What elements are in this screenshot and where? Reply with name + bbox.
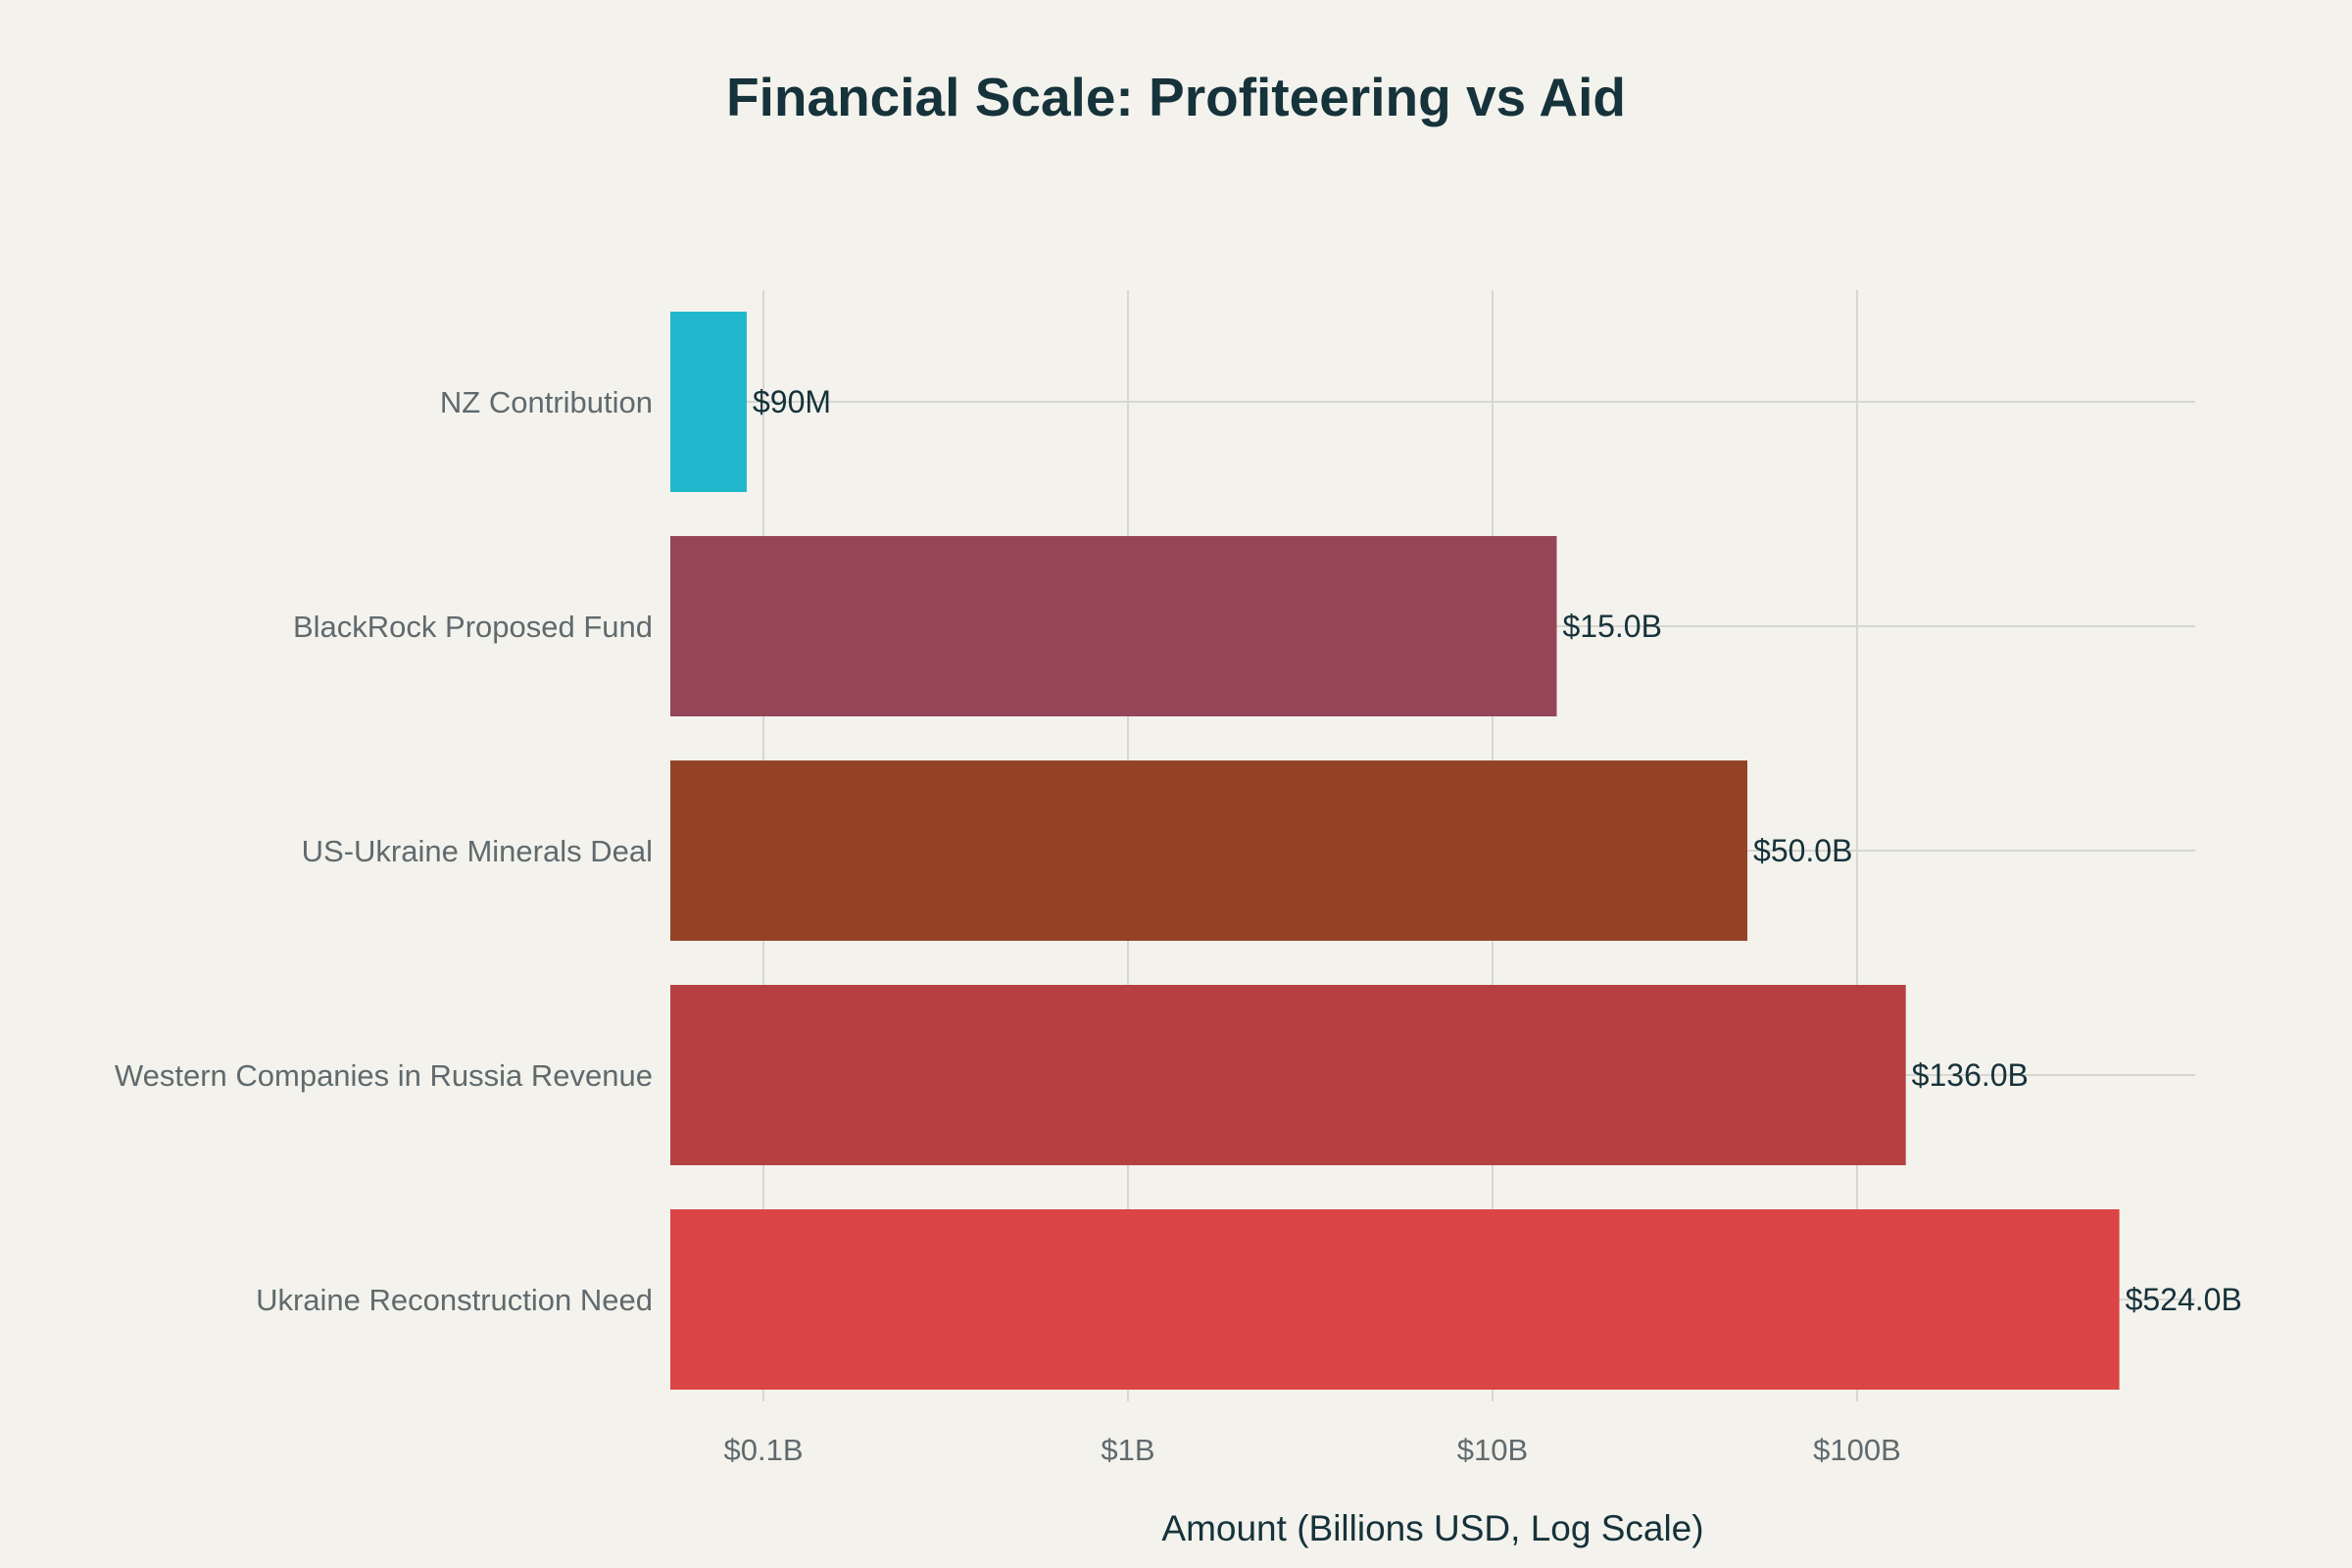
x-axis-title: Amount (Billions USD, Log Scale) [1161,1508,1703,1548]
bar-value-label: $15.0B [1563,609,1662,644]
bar-value-label: $524.0B [2126,1282,2242,1317]
bar [670,312,747,492]
bar-value-label: $136.0B [1912,1057,2029,1093]
bar [670,985,1906,1165]
bar [670,1209,2120,1390]
x-tick-label: $0.1B [723,1433,803,1467]
y-category-label: Western Companies in Russia Revenue [115,1058,653,1093]
y-category-label: Ukraine Reconstruction Need [256,1283,653,1317]
y-category-label: US-Ukraine Minerals Deal [302,834,653,868]
labels: $0.1B $1B $10B $100B NZ Contribution $90M Blac… [115,384,2242,1467]
bar-value-label: $50.0B [1753,833,1852,868]
chart-title: Financial Scale: Profiteering vs Aid [726,67,1626,127]
bar-value-label: $90M [753,384,831,419]
y-category-label: BlackRock Proposed Fund [293,610,653,644]
bar [670,536,1557,716]
bar [670,760,1748,941]
bars [670,312,2120,1390]
x-tick-label: $10B [1457,1433,1528,1467]
y-category-label: NZ Contribution [440,385,653,419]
x-tick-label: $1B [1101,1433,1154,1467]
x-tick-label: $100B [1813,1433,1901,1467]
